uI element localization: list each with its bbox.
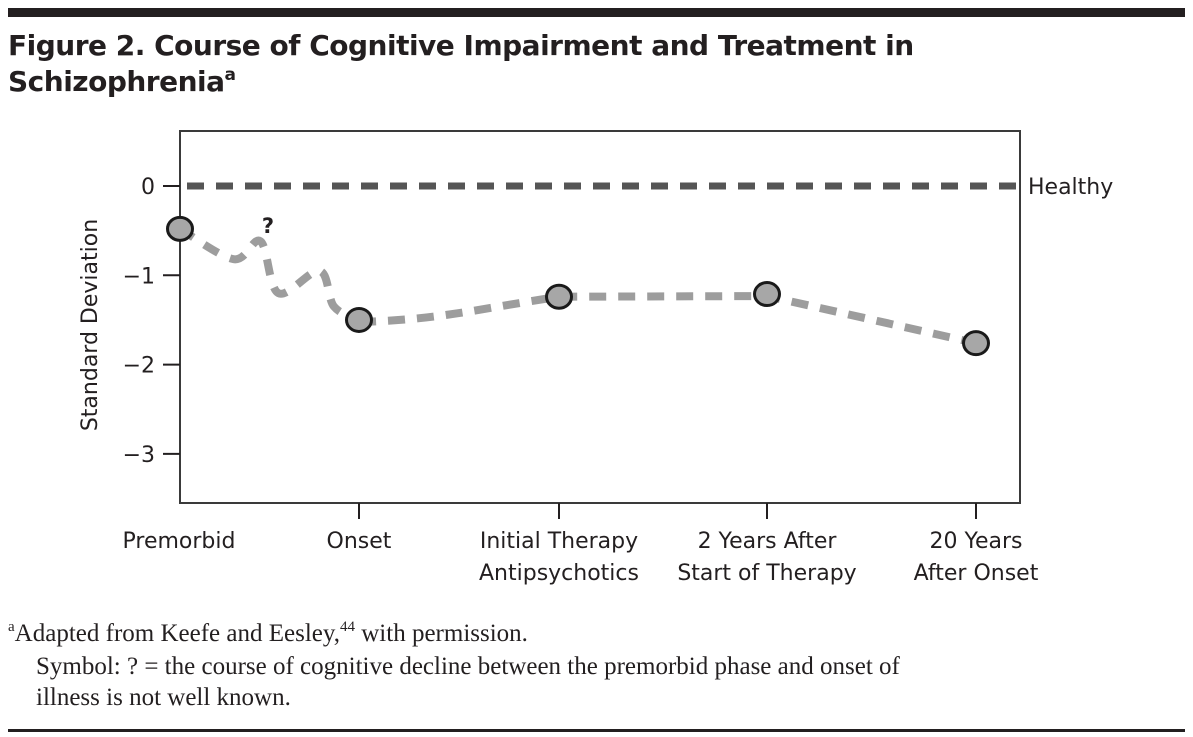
title-footnote-marker: a [224, 65, 236, 85]
series-group [177, 182, 1020, 348]
data-point [545, 283, 573, 310]
figure-title-line2-text: Schizophrenia [8, 65, 225, 98]
y-axis-label: Standard Deviation [78, 219, 103, 431]
footnote-source-tail: with permission. [355, 620, 528, 647]
x-tick-label: Initial Therapy [480, 529, 638, 554]
figure-title-line1: Figure 2. Course of Cognitive Impairment… [8, 29, 914, 62]
x-tick-label: After Onset [914, 561, 1039, 586]
y-tick-label: −3 [123, 443, 155, 468]
plot-frame-group [179, 130, 1021, 504]
footnote-source-text: Adapted from Keefe and Eesley, [14, 620, 340, 647]
figure-title: Figure 2. Course of Cognitive Impairment… [8, 28, 1108, 100]
footnote-symbol-line1: Symbol: ? = the course of cognitive decl… [36, 653, 900, 680]
x-axis: Premorbid Onset Initial Therapy Antipsychot… [123, 503, 1039, 586]
footnote-symbol-line2: illness is not well known. [36, 684, 291, 711]
markers-group [166, 215, 990, 357]
data-point [166, 215, 194, 242]
uncertainty-question-mark: ? [262, 214, 274, 238]
schizophrenia-line [358, 292, 977, 348]
plot-frame [179, 130, 1021, 504]
y-axis: 0 −1 −2 −3 [123, 175, 180, 468]
figure-title-line2: Schizophreniaa [8, 64, 1108, 100]
healthy-label: Healthy [1028, 175, 1113, 200]
x-tick-label: Onset [327, 529, 392, 554]
uncertain-decline-line [177, 225, 361, 324]
y-tick-label: 0 [141, 175, 155, 200]
x-tick-label: Start of Therapy [677, 561, 856, 586]
top-rule [8, 8, 1185, 17]
x-tick-label: Premorbid [123, 529, 236, 554]
bottom-rule [8, 729, 1185, 732]
data-point [753, 281, 781, 308]
x-tick-label: 2 Years After [698, 529, 838, 554]
y-tick-label: −1 [123, 264, 155, 289]
data-point [345, 306, 373, 333]
x-tick-label: Antipsychotics [479, 561, 639, 586]
footnote-symbol: Symbol: ? = the course of cognitive decl… [36, 651, 1186, 713]
footnote-marker: a [8, 619, 15, 635]
footnote-reference: 44 [340, 619, 355, 635]
annotations-group: ? Healthy [262, 175, 1113, 238]
x-tick-label: 20 Years [929, 529, 1022, 554]
data-point [962, 330, 990, 357]
footnote-source: aAdapted from Keefe and Eesley,44 with p… [8, 618, 528, 649]
y-tick-label: −2 [123, 354, 155, 379]
